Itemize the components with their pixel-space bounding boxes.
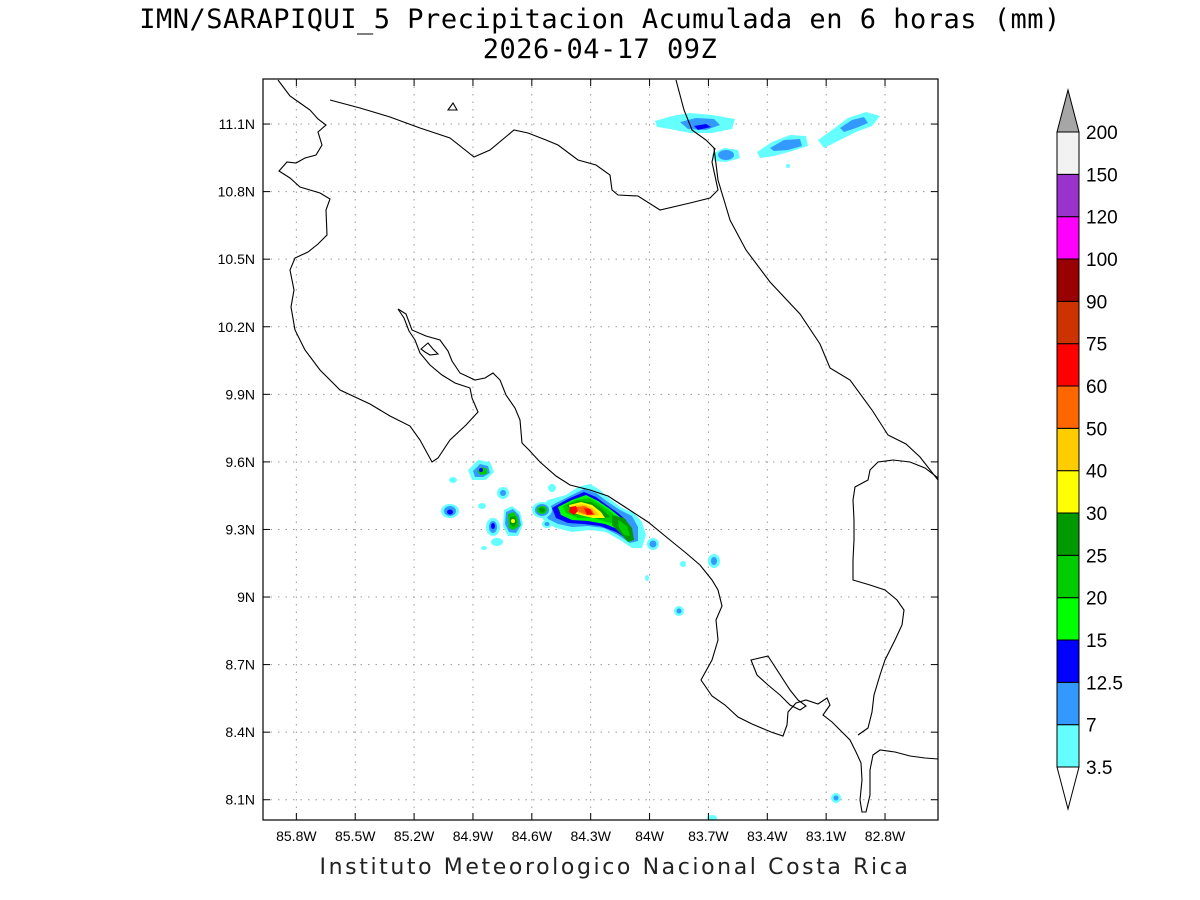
colorbar-swatch-12: [1056, 216, 1080, 260]
precip-cell-west-2: [478, 487, 523, 550]
colorbar-label-8: 50: [1086, 419, 1107, 440]
colorbar-label-10: 75: [1086, 335, 1107, 356]
lat-label-0: 11.1N: [219, 116, 255, 132]
longitude-axis: 85.8W 85.5W 85.2W 84.9W 84.6W 84.3W 84W 83.7W 83…: [276, 79, 906, 844]
colorbar-label-13: 120: [1086, 208, 1118, 229]
lat-label-2: 10.5N: [218, 251, 255, 267]
colorbar-label-12: 100: [1086, 250, 1118, 271]
colorbar-label-11: 90: [1086, 292, 1107, 313]
lon-label-2: 85.2W: [394, 828, 435, 844]
precipitation-field: [441, 112, 880, 820]
colorbar-label-2: 12.5: [1086, 673, 1123, 694]
colorbar-swatch-6: [1056, 470, 1080, 514]
lat-label-9: 8.4N: [225, 724, 255, 740]
colorbar-label-5: 25: [1086, 546, 1107, 567]
northwest-coast: [277, 79, 479, 463]
colorbar-swatch-9: [1056, 343, 1080, 387]
colorbar-swatch-13: [1056, 173, 1080, 218]
lat-label-3: 10.2N: [218, 319, 255, 335]
colorbar-swatch-1: [1056, 681, 1080, 726]
island: [420, 342, 440, 356]
precip-cell-north: [468, 460, 494, 480]
north-coast-lake: [329, 99, 719, 211]
colorbar-label-0: 3.5: [1086, 758, 1112, 779]
colorbar-swatch-10: [1056, 300, 1080, 345]
footer-credit: Instituto Meteorologico Nacional Costa R…: [319, 855, 911, 880]
colorbar: 3.5 7 12.5 15 20 25 30 40 50 60 75 90 100 120 150 200: [1056, 88, 1123, 811]
gulf-of-nicoya-coast: [397, 308, 938, 813]
colorbar-swatch-8: [1056, 385, 1080, 429]
lon-label-4: 84.6W: [512, 828, 553, 844]
colorbar-label-14: 150: [1086, 165, 1118, 186]
lon-label-7: 83.7W: [688, 828, 729, 844]
colorbar-swatch-0: [1056, 724, 1080, 768]
northwest-islet: [446, 101, 458, 111]
colorbar-swatch-4: [1056, 554, 1080, 599]
precip-cell-central: [537, 484, 646, 548]
colorbar-swatch-11: [1056, 258, 1080, 302]
colorbar-label-7: 40: [1086, 462, 1107, 483]
panama-border: [852, 459, 938, 736]
colorbar-swatch-5: [1056, 512, 1080, 556]
lon-label-0: 85.8W: [276, 828, 317, 844]
lat-label-4: 9.9N: [225, 386, 255, 402]
colorbar-under-arrow: [1056, 766, 1080, 811]
colorbar-swatch-14: [1056, 131, 1080, 175]
precip-band-north: [655, 112, 880, 168]
colorbar-swatch-3: [1056, 597, 1080, 641]
lon-label-3: 84.9W: [453, 828, 494, 844]
map-grid: [263, 79, 938, 820]
lat-label-5: 9.6N: [225, 454, 255, 470]
lat-label-7: 9N: [237, 589, 255, 605]
precip-cell-west-1: [532, 484, 556, 528]
precip-cell-far-west: [441, 477, 459, 518]
lat-label-8: 8.7N: [225, 657, 255, 673]
lon-label-5: 84.3W: [570, 828, 611, 844]
gulf-inlet: [750, 655, 807, 711]
colorbar-swatch-2: [1056, 639, 1080, 683]
colorbar-label-15: 200: [1086, 123, 1118, 144]
north-river: [675, 79, 938, 481]
colorbar-over-arrow: [1056, 88, 1080, 133]
colorbar-label-9: 60: [1086, 377, 1107, 398]
latitude-axis: 11.1N 10.8N 10.5N 10.2N 9.9N 9.6N 9.3N 9N 8.7N 8.…: [218, 116, 938, 808]
map-valid-time: 2026-04-17 09Z: [482, 34, 718, 65]
lat-label-6: 9.3N: [225, 521, 255, 537]
coastline: [277, 79, 938, 813]
colorbar-label-1: 7: [1086, 716, 1097, 737]
lon-label-9: 83.1W: [806, 828, 847, 844]
lon-label-1: 85.5W: [335, 828, 376, 844]
precip-cell-south-core: [833, 795, 839, 801]
colorbar-label-6: 30: [1086, 504, 1107, 525]
lon-label-6: 84W: [635, 828, 665, 844]
map-title: IMN/SARAPIQUI_5 Precipitacion Acumulada …: [139, 4, 1061, 35]
lat-label-10: 8.1N: [225, 792, 255, 808]
colorbar-label-3: 15: [1086, 631, 1107, 652]
lat-label-1: 10.8N: [218, 184, 255, 200]
precip-cell-east: [645, 538, 720, 820]
plot-frame: [262, 78, 939, 821]
lon-label-8: 83.4W: [747, 828, 788, 844]
colorbar-swatch-7: [1056, 427, 1080, 472]
lon-label-10: 82.8W: [865, 828, 906, 844]
colorbar-label-4: 20: [1086, 589, 1107, 610]
